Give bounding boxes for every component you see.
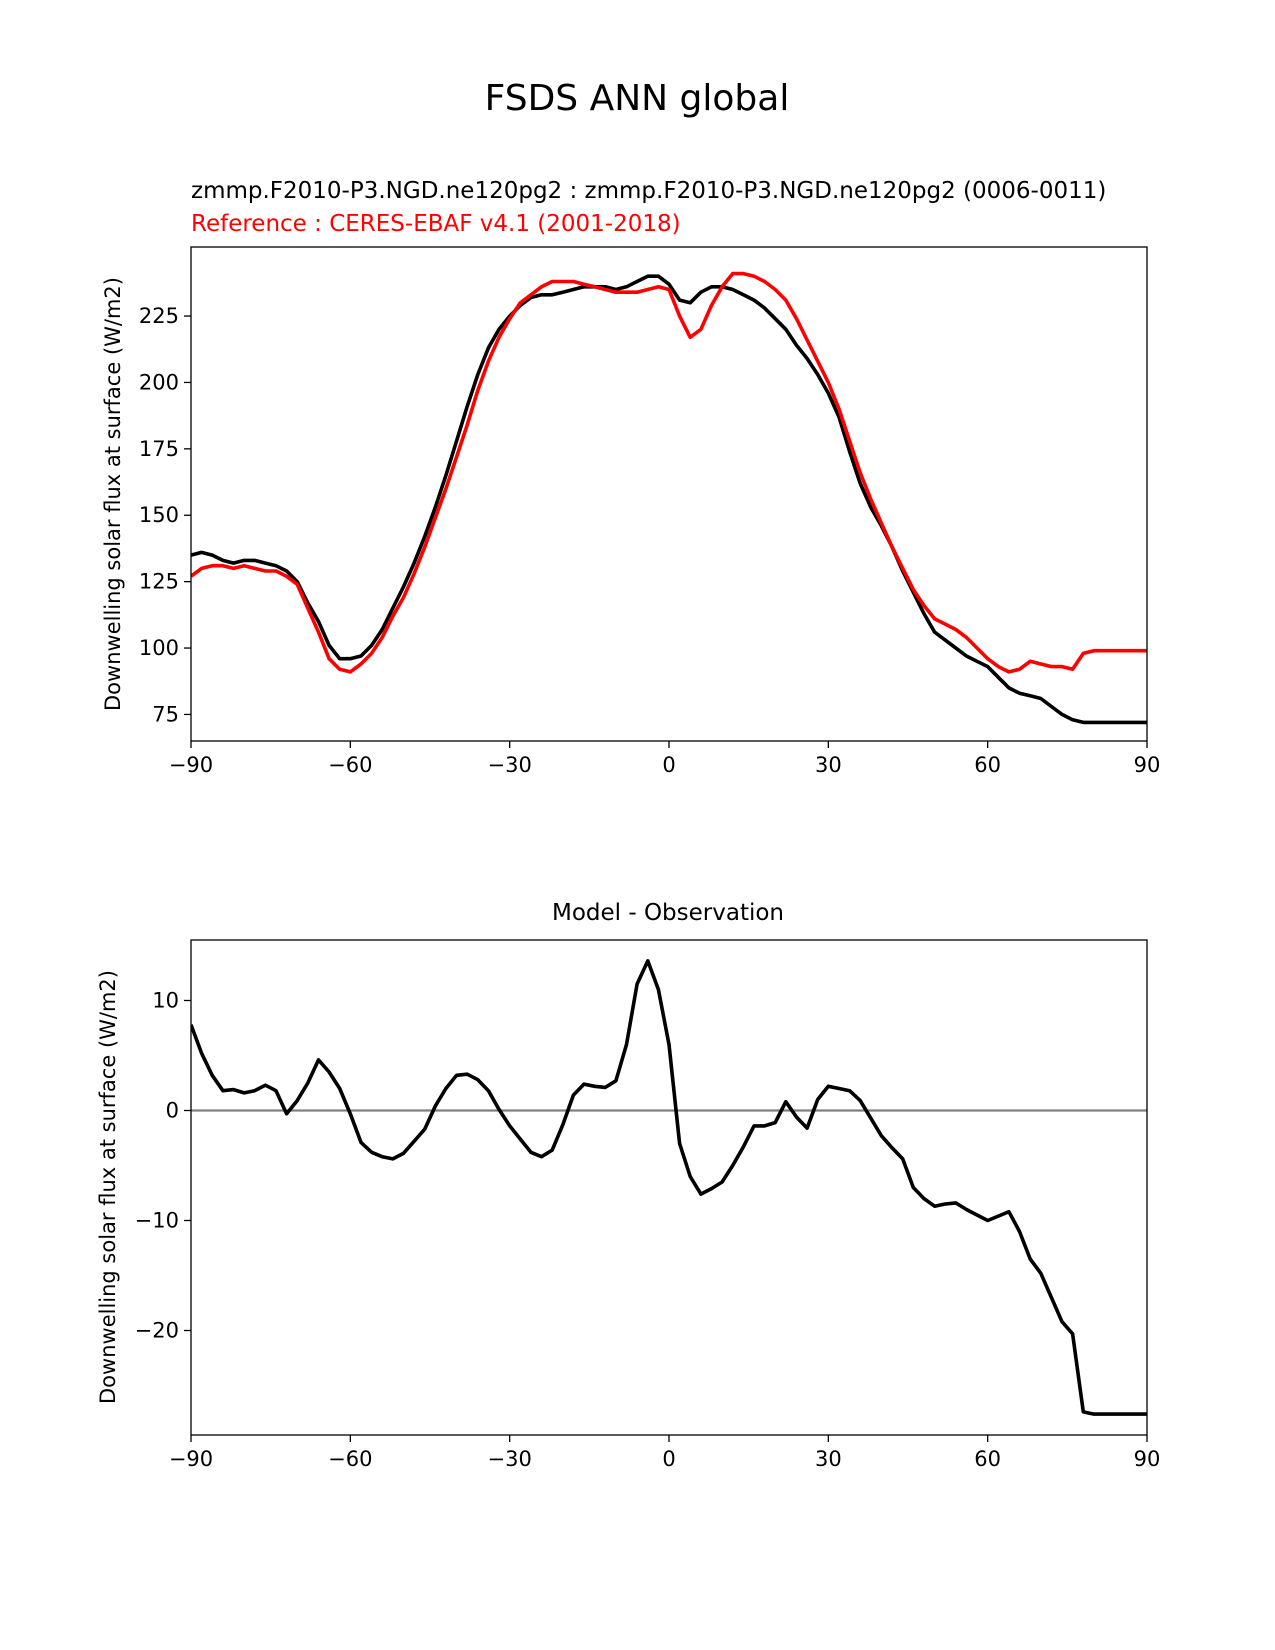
top-panel: zmmp.F2010-P3.NGD.ne120pg2 : zmmp.F2010-… — [101, 178, 1160, 777]
bottom-y-tick-label: −10 — [135, 1209, 179, 1233]
bottom-x-tick-label: 30 — [815, 1447, 842, 1471]
top-x-tick-label: 0 — [662, 753, 675, 777]
bottom-title: Model - Observation — [552, 900, 784, 926]
top-x-tick-label: 30 — [815, 753, 842, 777]
top-y-tick-label: 150 — [139, 503, 179, 527]
bottom-series-line-1 — [191, 959, 1147, 1416]
bottom-x-tick-label: 0 — [662, 1447, 675, 1471]
top-x-tick-label: 90 — [1134, 753, 1161, 777]
top-y-tick-label: 200 — [139, 370, 179, 394]
top-x-tick-label: −60 — [328, 753, 372, 777]
top-x-tick-label: −90 — [169, 753, 213, 777]
top-y-tick-label: 175 — [139, 437, 179, 461]
bottom-x-tick-label: −90 — [169, 1447, 213, 1471]
bottom-x-tick-label: 60 — [974, 1447, 1001, 1471]
top-title-line-1: zmmp.F2010-P3.NGD.ne120pg2 : zmmp.F2010-… — [191, 178, 1106, 204]
bottom-y-tick-label: 10 — [152, 989, 179, 1013]
bottom-panel: Model - Observation −90 −60 −30 0 30 60 90−20−… — [96, 900, 1160, 1471]
top-series-line-1 — [191, 274, 1147, 725]
top-y-tick-label: 100 — [139, 636, 179, 660]
bottom-plot-area: −90 −60 −30 0 30 60 90 −20 −10 0 10 — [135, 939, 1161, 1471]
top-series-line-2 — [191, 271, 1147, 674]
top-plot-area: −90 −60 −30 0 30 60 90 75 100 125 150 175 200 225 — [139, 246, 1161, 777]
top-y-axis-label: Downwelling solar flux at surface (W/m2) — [101, 277, 125, 711]
figure-title: FSDS ANN global — [485, 78, 790, 119]
top-x-tick-label: 60 — [974, 753, 1001, 777]
top-x-tick-label: −30 — [488, 753, 532, 777]
bottom-x-tick-label: −60 — [328, 1447, 372, 1471]
top-y-tick-label: 125 — [139, 570, 179, 594]
bottom-x-tick-label: −30 — [488, 1447, 532, 1471]
bottom-y-axis-label: Downwelling solar flux at surface (W/m2) — [96, 970, 120, 1404]
bottom-y-tick-label: −20 — [135, 1319, 179, 1343]
bottom-x-tick-label: 90 — [1134, 1447, 1161, 1471]
bottom-y-tick-label: 0 — [166, 1099, 179, 1123]
top-title-line-2: Reference : CERES-EBAF v4.1 (2001-2018) — [191, 211, 681, 237]
top-y-tick-label: 225 — [139, 304, 179, 328]
top-y-tick-label: 75 — [152, 702, 179, 726]
